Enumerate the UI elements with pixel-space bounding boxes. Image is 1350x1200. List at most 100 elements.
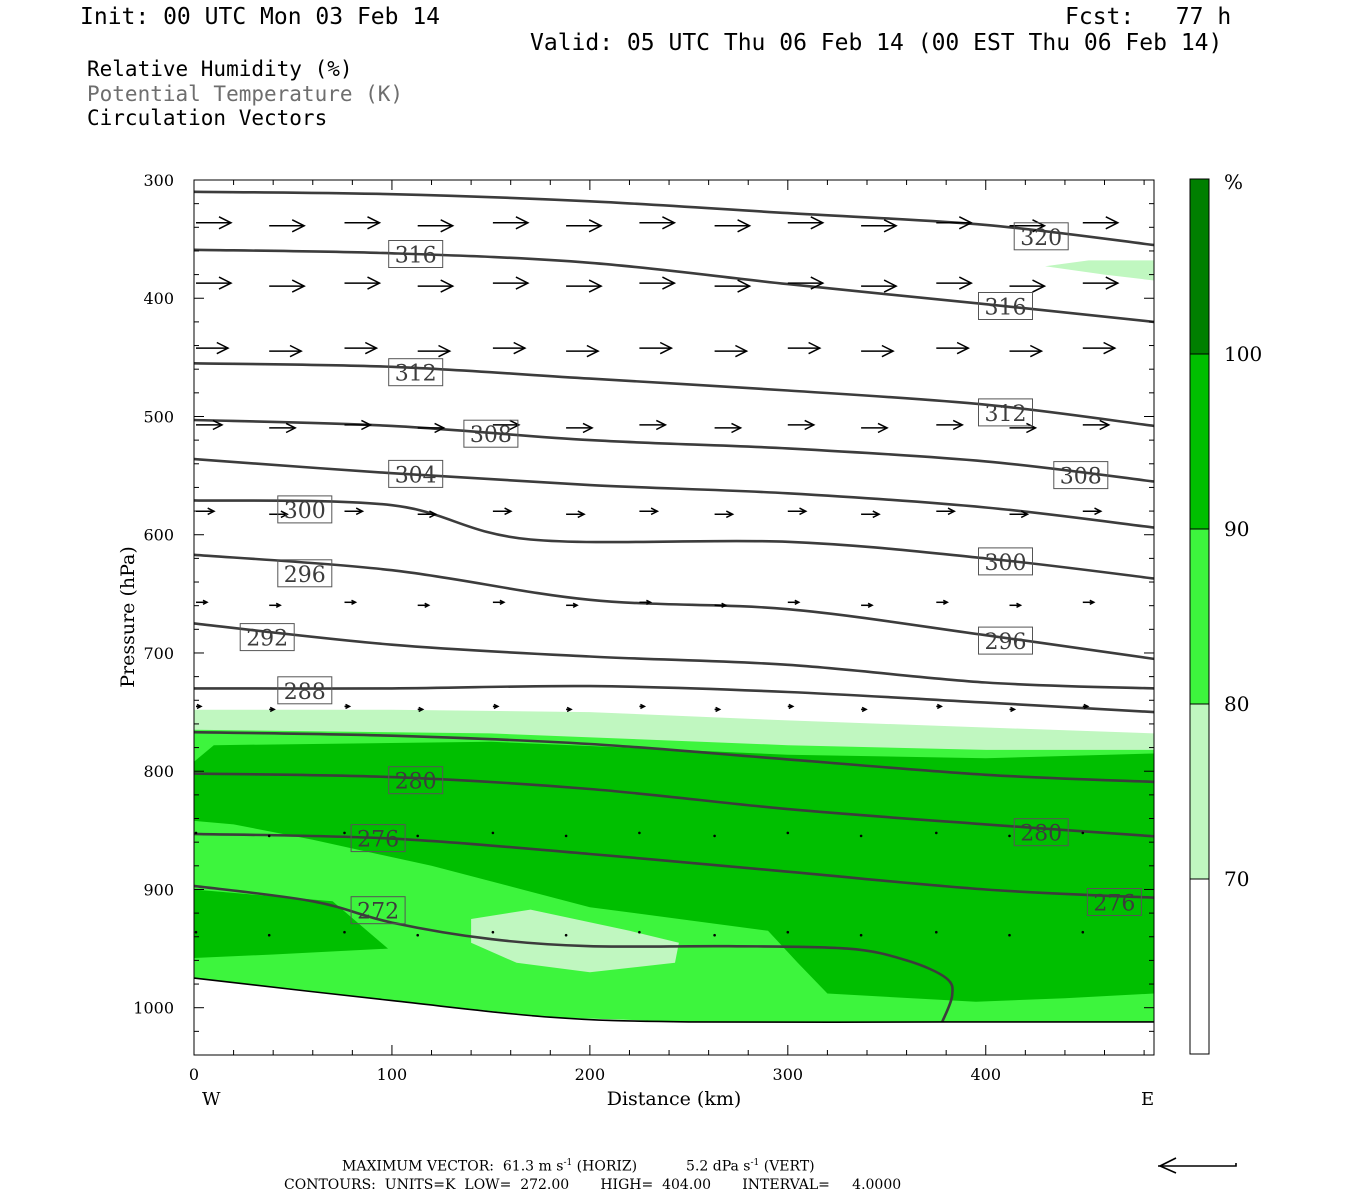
theta-label-276: 276 [357,828,399,853]
x-tick-label-400: 400 [970,1065,1001,1084]
vector-head-2-0 [216,341,230,355]
vector-head-0-10 [958,216,973,230]
vector-dot-8-10 [935,930,938,934]
theta-contour-280 [194,772,1154,838]
vector-head-2-4 [513,341,527,355]
vector-dot-7-10 [935,831,938,835]
theta-contour-304 [194,457,1154,529]
vector-head-5-4 [499,599,506,605]
vector-dot-8-2 [343,930,346,934]
vector-head-4-3 [429,510,438,519]
max-vector-vert-unit: (VERT) [763,1158,815,1175]
vector-head-5-0 [202,599,209,605]
vector-dot-7-8 [786,831,790,835]
vector-head-6-3 [418,706,425,713]
vector-head-1-11 [1032,279,1047,293]
theta-label-288: 288 [284,680,326,705]
vector-head-3-11 [1026,422,1038,434]
vector-head-6-9 [861,706,868,713]
vector-head-4-8 [799,507,808,516]
vector-head-5-11 [1016,602,1023,608]
max-vector-line: MAXIMUM VECTOR: 61.3 m s-1 (HORIZ) 5.2 d… [342,1158,815,1175]
theta-label-box-5 [463,419,519,448]
vector-head-3-1 [285,422,297,434]
theta-label-box-2 [978,292,1033,320]
vector-head-3-8 [804,419,816,431]
y-tick-label-700: 700 [143,644,174,663]
contours-info: CONTOURS: UNITS=K LOW= 272.00 HIGH= 404.… [284,1177,902,1193]
rh-fill-region-70-5 [1045,260,1154,281]
vector-dot-8-11 [1008,933,1011,937]
colorbar-segment-4 [1189,878,1210,1055]
vector-head-4-5 [577,510,586,519]
theta-label-292: 292 [246,627,288,652]
vector-head-6-6 [640,703,647,710]
vector-head-0-8 [810,216,825,230]
vector-dot-7-12 [1081,831,1085,835]
vector-dot-7-11 [1008,834,1011,838]
vector-head-5-3 [424,602,431,608]
vector-head-1-6 [662,276,677,290]
vector-head-0-4 [515,216,530,230]
vector-head-1-10 [958,276,973,290]
rh-fill-region-90-2 [194,741,1154,1002]
theta-contour-312 [194,362,1154,428]
max-vector-horiz-unit: (HORIZ) [576,1158,638,1175]
theta-label-276: 276 [1093,892,1135,917]
vector-head-5-7 [721,602,728,608]
contour-label-layer: 316 320 316 312 312 308 308 304 300 300 296 296 292 2… [239,222,1142,925]
vector-head-5-8 [794,599,801,605]
y-tick-label-600: 600 [143,526,174,545]
theta-label-320: 320 [1020,226,1062,251]
forecast-hour: Fcst: 77 h [1065,4,1232,30]
colorbar: 100 90 80 70 [1189,178,1262,1055]
colorbar-segment-1 [1189,353,1210,530]
y-tick-label-500: 500 [143,407,174,426]
vector-head-4-6 [650,507,660,516]
theta-label-312: 312 [985,402,1027,427]
vector-head-5-5 [572,602,579,608]
max-vector-label: MAXIMUM VECTOR: [342,1158,494,1175]
vector-head-6-10 [936,703,943,710]
vector-head-6-8 [788,703,795,710]
vector-head-1-0 [218,276,233,290]
theta-contour-276 [194,832,1154,899]
theta-label-280: 280 [1020,822,1062,847]
vector-head-2-3 [438,344,452,358]
axes-layer: 300 400 500 600 700 800 900 1000 0 100 200 300 400 [133,171,1154,1084]
colorbar-level-80: 80 [1224,692,1249,716]
theta-label-box-8 [277,495,333,524]
vector-head-1-1 [291,279,306,293]
colorbar-segment-2 [1189,528,1210,705]
y-tick-label-400: 400 [143,289,174,308]
vector-head-6-0 [196,703,203,710]
theta-label-280: 280 [395,770,437,795]
vector-dot-7-2 [343,831,346,835]
theta-label-box-7 [388,459,444,488]
theta-label-296: 296 [284,563,326,588]
theta-label-box-13 [277,676,333,705]
vector-head-0-7 [737,219,752,233]
theta-label-box-1 [1013,222,1069,251]
theta-label-300: 300 [284,499,326,524]
vector-dot-7-5 [564,834,568,838]
legend-circulation-vectors: Circulation Vectors [87,106,328,130]
vector-head-6-11 [1010,706,1017,713]
theta-label-box-16 [350,824,406,853]
colorbar-level-70: 70 [1224,867,1249,891]
vector-head-2-7 [735,344,749,358]
vector-dot-8-1 [267,933,271,937]
y-tick-label-900: 900 [143,880,174,899]
theta-contour-316 [194,248,1154,324]
theta-label-316: 316 [985,296,1027,321]
max-vector-horiz-value: 61.3 m s [502,1158,564,1175]
theta-label-box-3 [388,358,444,387]
plot-frame [193,179,1155,1056]
vector-layer [194,216,1120,937]
x-axis-label: Distance (km) [607,1088,742,1110]
theta-label-296: 296 [985,630,1027,655]
vector-head-4-1 [280,510,289,519]
vector-head-5-12 [1089,599,1096,605]
vector-dot-8-4 [491,930,495,934]
